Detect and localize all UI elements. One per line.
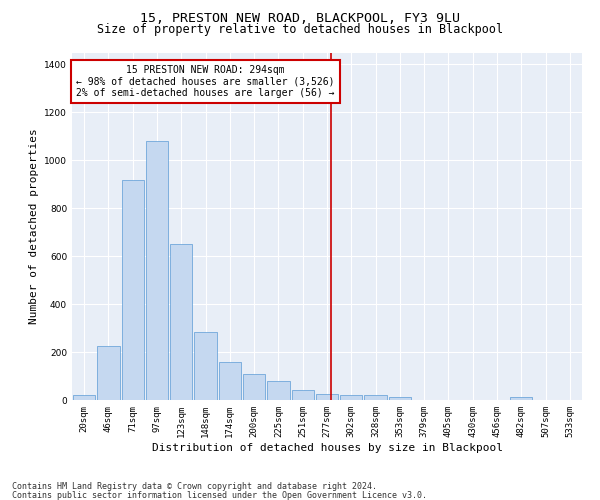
Text: 15, PRESTON NEW ROAD, BLACKPOOL, FY3 9LU: 15, PRESTON NEW ROAD, BLACKPOOL, FY3 9LU	[140, 12, 460, 26]
Text: 15 PRESTON NEW ROAD: 294sqm
← 98% of detached houses are smaller (3,526)
2% of s: 15 PRESTON NEW ROAD: 294sqm ← 98% of det…	[76, 64, 335, 98]
Bar	[316, 394, 338, 400]
Bar	[292, 390, 314, 400]
Bar	[340, 394, 362, 400]
Bar	[243, 374, 265, 400]
Bar	[194, 332, 217, 400]
Bar	[122, 180, 144, 400]
Bar	[73, 395, 95, 400]
Text: Contains public sector information licensed under the Open Government Licence v3: Contains public sector information licen…	[12, 490, 427, 500]
Bar	[218, 362, 241, 400]
Bar	[364, 394, 387, 400]
Text: Size of property relative to detached houses in Blackpool: Size of property relative to detached ho…	[97, 22, 503, 36]
Y-axis label: Number of detached properties: Number of detached properties	[29, 128, 38, 324]
Bar	[170, 244, 193, 400]
X-axis label: Distribution of detached houses by size in Blackpool: Distribution of detached houses by size …	[151, 442, 503, 452]
Bar	[510, 397, 532, 400]
Text: Contains HM Land Registry data © Crown copyright and database right 2024.: Contains HM Land Registry data © Crown c…	[12, 482, 377, 491]
Bar	[146, 141, 168, 400]
Bar	[97, 346, 119, 400]
Bar	[389, 397, 411, 400]
Bar	[267, 382, 290, 400]
